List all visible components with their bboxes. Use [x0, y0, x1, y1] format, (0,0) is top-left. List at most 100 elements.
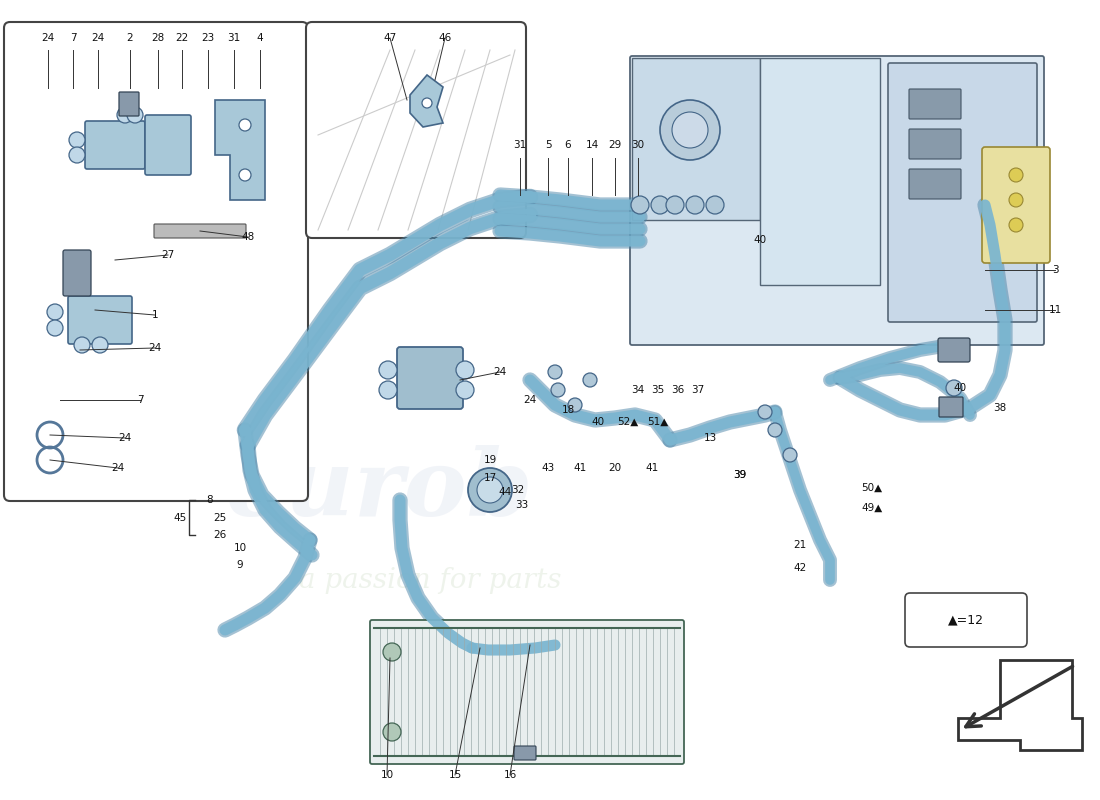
Circle shape	[422, 98, 432, 108]
Circle shape	[74, 337, 90, 353]
Polygon shape	[958, 660, 1082, 750]
Circle shape	[1009, 218, 1023, 232]
Text: 47: 47	[384, 33, 397, 43]
Text: 31: 31	[514, 140, 527, 150]
Circle shape	[239, 119, 251, 131]
Polygon shape	[410, 75, 443, 127]
Circle shape	[583, 373, 597, 387]
Circle shape	[548, 365, 562, 379]
FancyBboxPatch shape	[938, 338, 970, 362]
Text: 24: 24	[524, 395, 537, 405]
Circle shape	[47, 320, 63, 336]
Circle shape	[660, 100, 720, 160]
Circle shape	[379, 381, 397, 399]
Text: a passion for parts: a passion for parts	[299, 566, 561, 594]
FancyBboxPatch shape	[888, 63, 1037, 322]
Text: 46: 46	[439, 33, 452, 43]
Text: 22: 22	[175, 33, 188, 43]
Circle shape	[383, 643, 402, 661]
Circle shape	[126, 107, 143, 123]
Circle shape	[47, 304, 63, 320]
Circle shape	[758, 405, 772, 419]
Text: 45: 45	[174, 513, 187, 523]
Text: 16: 16	[504, 770, 517, 780]
Circle shape	[768, 423, 782, 437]
Circle shape	[468, 468, 512, 512]
FancyBboxPatch shape	[85, 121, 145, 169]
Text: 10: 10	[381, 770, 394, 780]
Text: 39: 39	[734, 470, 747, 480]
FancyBboxPatch shape	[982, 147, 1050, 263]
Polygon shape	[632, 58, 760, 220]
Text: 9: 9	[236, 560, 243, 570]
Text: 33: 33	[516, 500, 529, 510]
Text: 43: 43	[541, 463, 554, 473]
FancyBboxPatch shape	[306, 22, 526, 238]
Circle shape	[383, 723, 402, 741]
Text: 34: 34	[631, 385, 645, 395]
Text: 27: 27	[162, 250, 175, 260]
FancyBboxPatch shape	[630, 56, 1044, 345]
Text: 36: 36	[671, 385, 684, 395]
Text: 19: 19	[483, 455, 496, 465]
Text: 17: 17	[483, 473, 496, 483]
Text: 51▲: 51▲	[648, 417, 669, 427]
Text: 39: 39	[734, 470, 747, 480]
Circle shape	[456, 361, 474, 379]
Text: 35: 35	[651, 385, 664, 395]
Text: 23: 23	[201, 33, 214, 43]
Text: 24: 24	[42, 33, 55, 43]
Text: 21: 21	[793, 540, 806, 550]
Text: 6: 6	[564, 140, 571, 150]
Text: 8: 8	[207, 495, 213, 505]
Text: 40: 40	[754, 235, 767, 245]
Text: 24: 24	[494, 367, 507, 377]
FancyBboxPatch shape	[370, 620, 684, 764]
Text: 40: 40	[954, 383, 967, 393]
Text: 38: 38	[993, 403, 1007, 413]
Text: eurob: eurob	[227, 445, 534, 535]
Text: 24: 24	[91, 33, 104, 43]
Text: 40: 40	[592, 417, 605, 427]
FancyBboxPatch shape	[909, 129, 961, 159]
FancyBboxPatch shape	[939, 397, 962, 417]
Text: 24: 24	[148, 343, 162, 353]
Text: 31: 31	[228, 33, 241, 43]
Text: ▲=12: ▲=12	[948, 614, 984, 626]
FancyBboxPatch shape	[909, 169, 961, 199]
Text: 32: 32	[512, 485, 525, 495]
Text: 24: 24	[111, 463, 124, 473]
Text: 7: 7	[136, 395, 143, 405]
Text: 13: 13	[703, 433, 716, 443]
Text: 26: 26	[213, 530, 227, 540]
Text: 30: 30	[631, 140, 645, 150]
Circle shape	[1009, 193, 1023, 207]
Text: 18: 18	[561, 405, 574, 415]
FancyBboxPatch shape	[397, 347, 463, 409]
Circle shape	[783, 448, 798, 462]
Circle shape	[239, 169, 251, 181]
Text: 14: 14	[585, 140, 598, 150]
Text: 37: 37	[692, 385, 705, 395]
Text: 50▲: 50▲	[861, 483, 882, 493]
Circle shape	[946, 380, 962, 396]
Circle shape	[568, 398, 582, 412]
Text: 7: 7	[69, 33, 76, 43]
Circle shape	[631, 196, 649, 214]
Text: 5: 5	[544, 140, 551, 150]
FancyBboxPatch shape	[154, 224, 246, 238]
Circle shape	[117, 107, 133, 123]
Text: 3: 3	[1052, 265, 1058, 275]
FancyBboxPatch shape	[119, 92, 139, 116]
FancyBboxPatch shape	[514, 746, 536, 760]
Circle shape	[456, 381, 474, 399]
Circle shape	[69, 132, 85, 148]
FancyBboxPatch shape	[63, 250, 91, 296]
Text: 20: 20	[608, 463, 622, 473]
Circle shape	[379, 361, 397, 379]
Text: 52▲: 52▲	[617, 417, 639, 427]
FancyBboxPatch shape	[145, 115, 191, 175]
FancyBboxPatch shape	[68, 296, 132, 344]
Polygon shape	[760, 58, 880, 285]
Text: 2: 2	[126, 33, 133, 43]
